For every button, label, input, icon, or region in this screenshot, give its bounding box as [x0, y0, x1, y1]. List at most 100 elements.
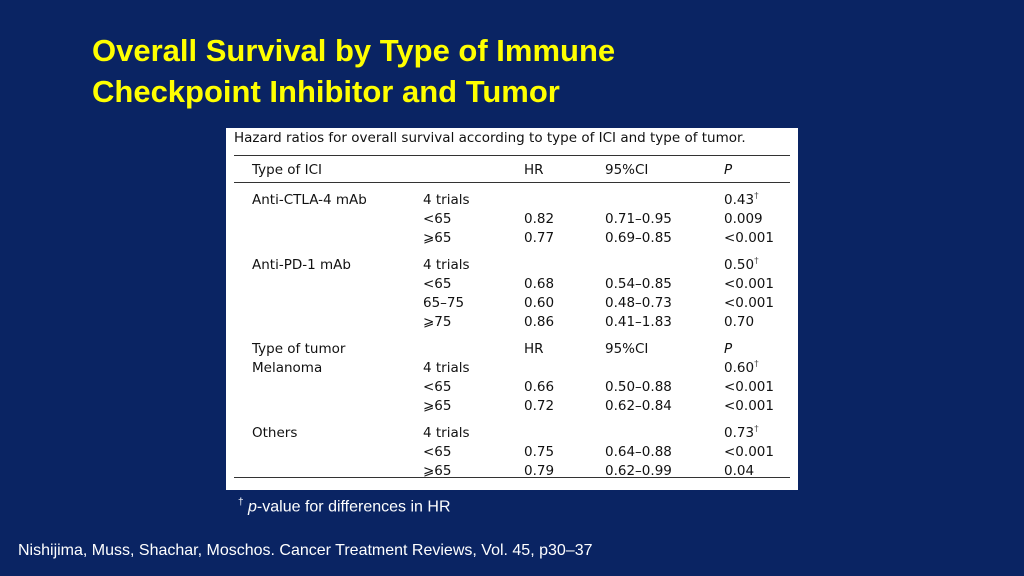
- table-cell-col4: 0.41–1.83: [605, 313, 672, 331]
- cell-text: ⩾65: [423, 463, 452, 479]
- cell-text: 0.72: [524, 398, 555, 414]
- dagger-mark: †: [754, 424, 759, 435]
- cell-text: 0.62–0.84: [605, 398, 672, 414]
- table-cell-col4: 0.50–0.88: [605, 378, 672, 396]
- table-bottom-rule: [234, 477, 790, 478]
- table-cell-col5: <0.001: [724, 275, 774, 293]
- hazard-ratio-table: Hazard ratios for overall survival accor…: [226, 128, 798, 490]
- cell-text: 0.66: [524, 379, 555, 395]
- cell-text: 0.82: [524, 211, 555, 227]
- cell-text: <65: [423, 276, 452, 292]
- table-cell-col5: <0.001: [724, 378, 774, 396]
- cell-text: P: [724, 341, 733, 357]
- cell-text: 0.43: [724, 192, 755, 208]
- cell-text: 4 trials: [423, 360, 470, 376]
- table-cell-col3: 0.82: [524, 210, 554, 228]
- cell-text: 0.86: [524, 314, 555, 330]
- cell-text: 0.64–0.88: [605, 444, 672, 460]
- cell-text: <0.001: [724, 230, 774, 246]
- cell-text: 0.009: [724, 211, 763, 227]
- table-cell-col3: 0.68: [524, 275, 554, 293]
- cell-text: 0.69–0.85: [605, 230, 672, 246]
- dagger-mark: †: [754, 191, 759, 202]
- table-cell-col3: 0.72: [524, 397, 554, 415]
- table-cell-col1: Others: [252, 424, 297, 442]
- cell-text: 4 trials: [423, 192, 470, 208]
- cell-text: <65: [423, 379, 452, 395]
- cell-text: 65–75: [423, 295, 465, 311]
- table-top-rule: [234, 155, 790, 156]
- table-cell-col3: 0.60: [524, 294, 554, 312]
- cell-text: 0.60: [524, 295, 555, 311]
- table-cell-col4: 95%CI: [605, 340, 648, 358]
- header-95ci: 95%CI: [605, 162, 649, 178]
- table-cell-col5: 0.60†: [724, 359, 759, 377]
- table-cell-col2: 4 trials: [423, 256, 470, 274]
- cell-text: 0.50–0.88: [605, 379, 672, 395]
- cell-text: 95%CI: [605, 341, 649, 357]
- slide-title-line-2: Checkpoint Inhibitor and Tumor: [92, 74, 560, 109]
- dagger-mark: †: [238, 497, 244, 508]
- cell-text: 0.71–0.95: [605, 211, 672, 227]
- table-cell-col5: <0.001: [724, 229, 774, 247]
- table-caption: Hazard ratios for overall survival accor…: [234, 130, 746, 146]
- table-cell-col5: <0.001: [724, 443, 774, 461]
- cell-text: 0.75: [524, 444, 555, 460]
- cell-text: <0.001: [724, 295, 774, 311]
- cell-text: 4 trials: [423, 425, 470, 441]
- cell-text: 0.79: [524, 463, 555, 479]
- table-cell-col5: 0.70: [724, 313, 754, 331]
- cell-text: Anti-PD-1 mAb: [252, 257, 351, 273]
- table-cell-col1: Type of tumor: [252, 340, 345, 358]
- cell-text: 0.54–0.85: [605, 276, 672, 292]
- table-cell-col4: 0.62–0.84: [605, 397, 672, 415]
- cell-text: <65: [423, 444, 452, 460]
- table-cell-col1: Anti-CTLA-4 mAb: [252, 191, 367, 209]
- cell-text: 0.77: [524, 230, 555, 246]
- header-hr: HR: [524, 162, 544, 178]
- table-cell-col5: 0.73†: [724, 424, 759, 442]
- dagger-mark: †: [754, 359, 759, 370]
- table-cell-col2: 4 trials: [423, 424, 470, 442]
- table-cell-col5: <0.001: [724, 397, 774, 415]
- cell-text: 0.50: [724, 257, 755, 273]
- cell-text: Type of tumor: [252, 341, 346, 357]
- table-cell-col2: <65: [423, 275, 452, 293]
- cell-text: ⩾75: [423, 314, 452, 330]
- cell-text: 0.60: [724, 360, 755, 376]
- table-cell-col2: <65: [423, 210, 452, 228]
- cell-text: Melanoma: [252, 360, 323, 376]
- header-type-of-ici: Type of ICI: [252, 162, 322, 178]
- cell-text: <0.001: [724, 398, 774, 414]
- table-cell-col3: 0.79: [524, 462, 554, 480]
- table-cell-col2: ⩾65: [423, 229, 452, 247]
- cell-text: 0.48–0.73: [605, 295, 672, 311]
- cell-text: 0.73: [724, 425, 755, 441]
- table-cell-col4: 0.71–0.95: [605, 210, 672, 228]
- table-cell-col2: ⩾65: [423, 397, 452, 415]
- cell-text: <0.001: [724, 379, 774, 395]
- slide-title-line-1: Overall Survival by Type of Immune: [92, 33, 616, 68]
- footnote-p: p: [248, 498, 257, 516]
- table-header-rule: [234, 182, 790, 183]
- table-cell-col4: 0.62–0.99: [605, 462, 672, 480]
- table-cell-col5: 0.009: [724, 210, 763, 228]
- table-cell-col5: 0.43†: [724, 191, 759, 209]
- table-cell-col2: <65: [423, 443, 452, 461]
- table-cell-col1: Anti-PD-1 mAb: [252, 256, 351, 274]
- table-cell-col2: ⩾65: [423, 462, 452, 480]
- cell-text: 0.41–1.83: [605, 314, 672, 330]
- footnote: † p-value for differences in HR: [238, 497, 451, 516]
- table-cell-col3: 0.66: [524, 378, 554, 396]
- table-cell-col5: <0.001: [724, 294, 774, 312]
- table-cell-col3: 0.75: [524, 443, 554, 461]
- table-cell-col2: ⩾75: [423, 313, 452, 331]
- cell-text: 4 trials: [423, 257, 470, 273]
- cell-text: ⩾65: [423, 230, 452, 246]
- table-cell-col4: 0.64–0.88: [605, 443, 672, 461]
- table-cell-col2: <65: [423, 378, 452, 396]
- cell-text: 0.04: [724, 463, 755, 479]
- cell-text: Others: [252, 425, 298, 441]
- citation: Nishijima, Muss, Shachar, Moschos. Cance…: [18, 542, 593, 559]
- cell-text: Anti-CTLA-4 mAb: [252, 192, 367, 208]
